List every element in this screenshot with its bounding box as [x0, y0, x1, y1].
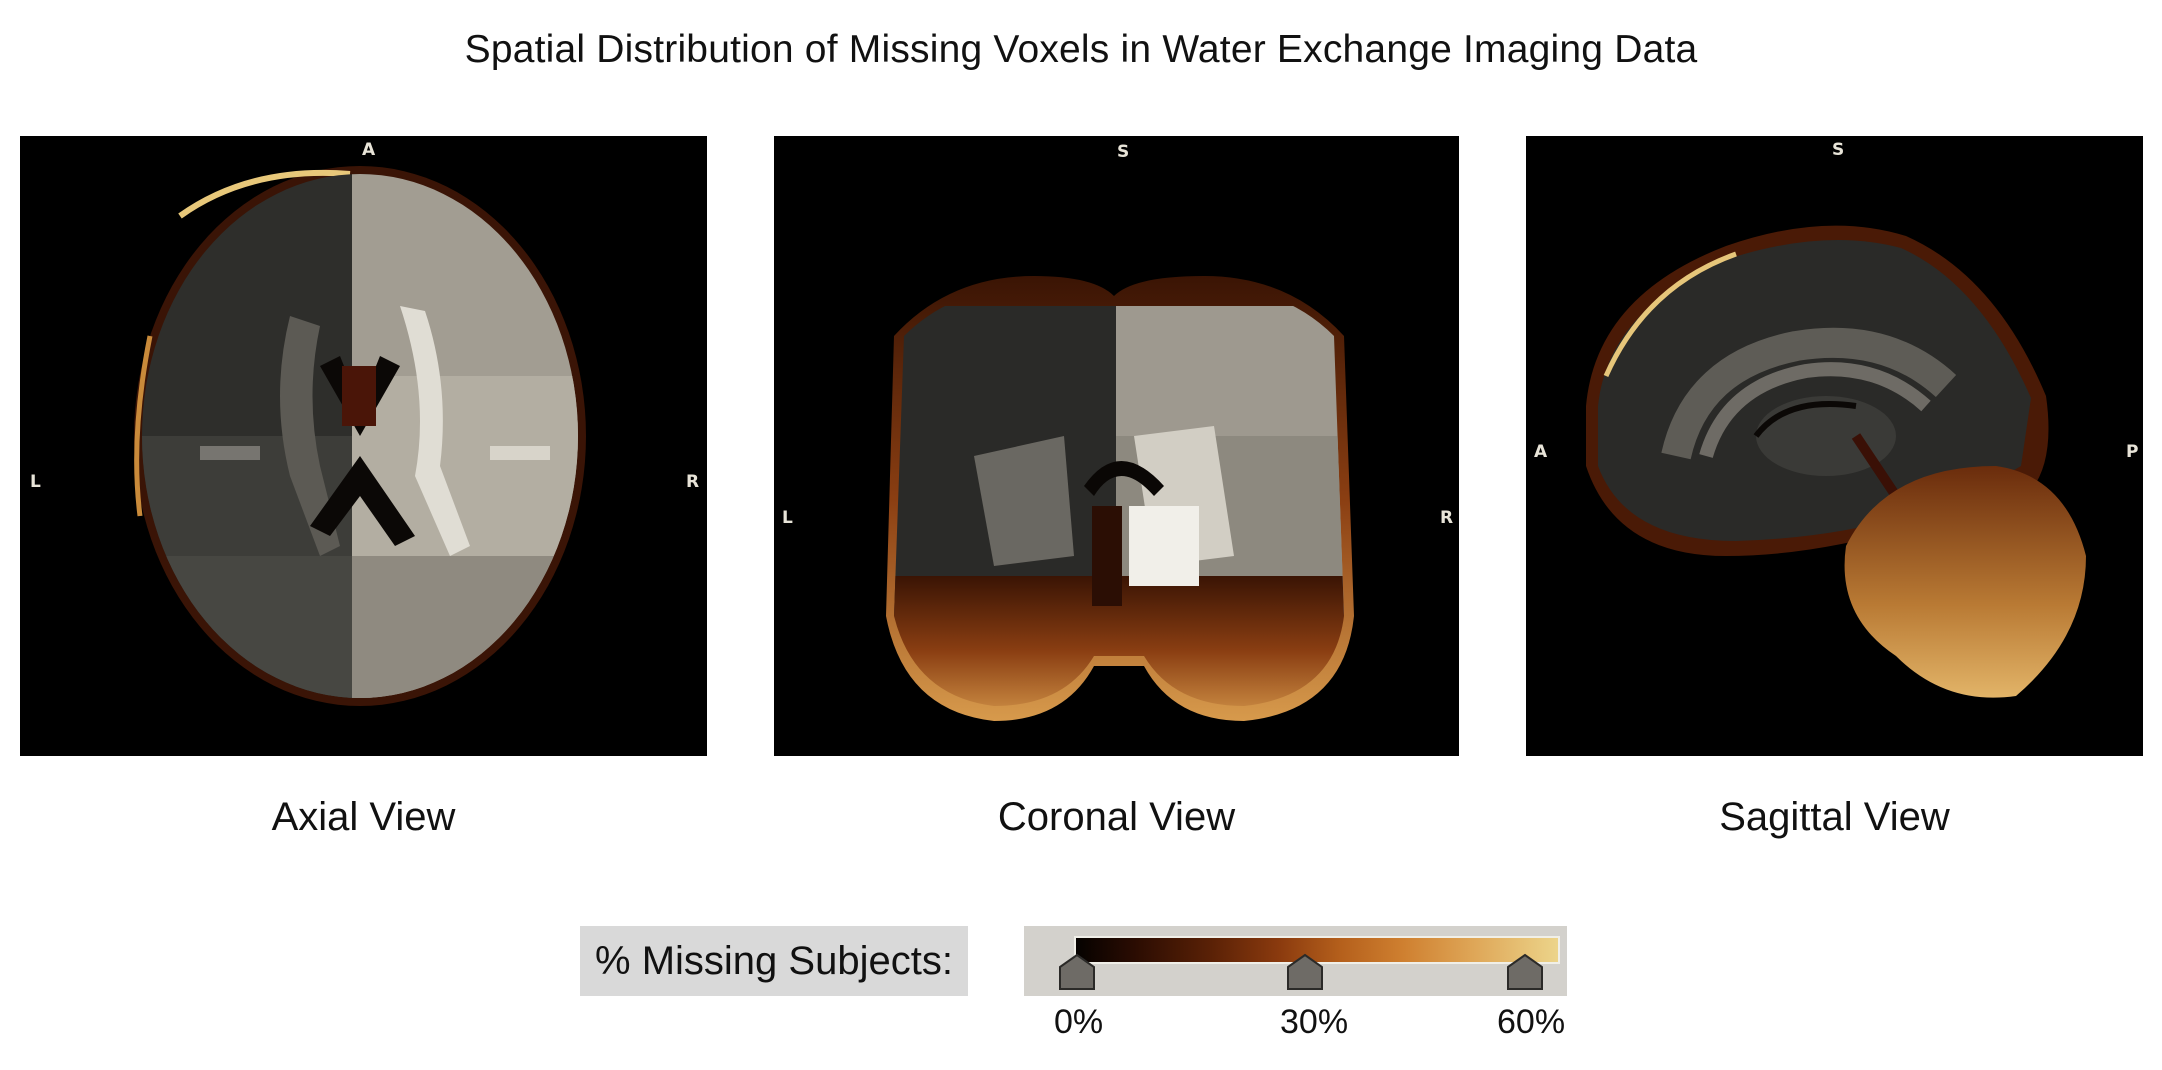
legend-tick-mid: 30% [1280, 1003, 1349, 1041]
figure-title: Spatial Distribution of Missing Voxels i… [464, 28, 1698, 71]
orientation-top-label: S [1117, 142, 1130, 162]
orientation-right-label: R [1440, 508, 1454, 528]
axial-brain-slice [134, 166, 586, 706]
orientation-top-label: A [362, 140, 376, 160]
orientation-right-label: P [2126, 442, 2139, 462]
coronal-view-caption: Coronal View [997, 795, 1236, 839]
orientation-left-label: A [1534, 442, 1548, 462]
colormap-gradient [1074, 936, 1560, 964]
legend-tick-max: 60% [1497, 1003, 1566, 1041]
sagittal-brain-slice [1586, 225, 2086, 698]
axial-view-caption: Axial View [271, 795, 456, 839]
axial-view-panel: A L R [20, 136, 707, 756]
orientation-right-label: R [686, 472, 700, 492]
legend-label: % Missing Subjects: [580, 926, 968, 996]
sagittal-view-caption: Sagittal View [1719, 795, 1950, 839]
orientation-top-label: S [1832, 140, 1845, 160]
coronal-brain-slice [886, 276, 1354, 721]
orientation-left-label: L [782, 508, 793, 528]
coronal-view-panel: S L R [774, 136, 1459, 756]
mid-slider-handle-icon[interactable] [1284, 951, 1326, 991]
legend-tick-min: 0% [1054, 1003, 1104, 1041]
colormap-legend [1024, 926, 1567, 996]
sagittal-view-panel: S A P [1526, 136, 2143, 756]
orientation-left-label: L [30, 472, 41, 492]
min-slider-handle-icon[interactable] [1056, 951, 1098, 991]
max-slider-handle-icon[interactable] [1504, 951, 1546, 991]
